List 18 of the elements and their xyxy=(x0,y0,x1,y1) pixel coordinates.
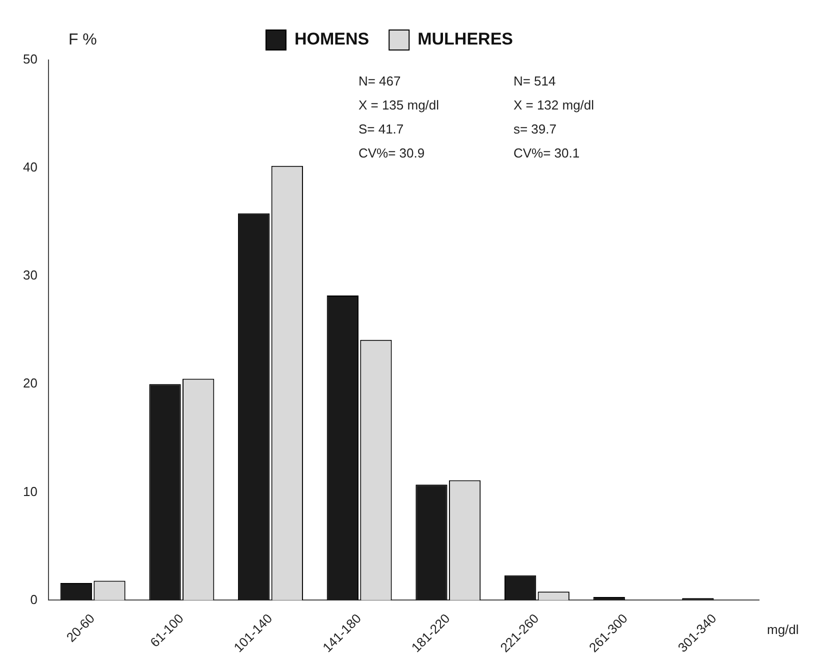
annotation: CV%= 30.9 xyxy=(358,146,425,161)
annotation: X = 135 mg/dl xyxy=(358,98,440,113)
y-axis-title: F % xyxy=(68,31,97,48)
annotation: CV%= 30.1 xyxy=(513,146,580,161)
x-axis-title: mg/dl xyxy=(767,622,799,637)
y-tick-label: 10 xyxy=(22,484,38,499)
y-tick-label: 50 xyxy=(22,52,38,67)
y-tick-label: 20 xyxy=(22,376,38,391)
legend-label: HOMENS xyxy=(294,30,370,49)
y-tick-label: 40 xyxy=(22,160,38,175)
y-tick-label: 30 xyxy=(22,268,38,283)
annotation: S= 41.7 xyxy=(358,122,404,137)
legend-label: MULHERES xyxy=(418,30,514,49)
annotation: X = 132 mg/dl xyxy=(513,98,594,113)
annotation: N= 467 xyxy=(358,74,401,89)
annotation: N= 514 xyxy=(513,74,556,89)
annotation: s= 39.7 xyxy=(513,122,556,137)
y-tick-label: 0 xyxy=(30,592,38,607)
